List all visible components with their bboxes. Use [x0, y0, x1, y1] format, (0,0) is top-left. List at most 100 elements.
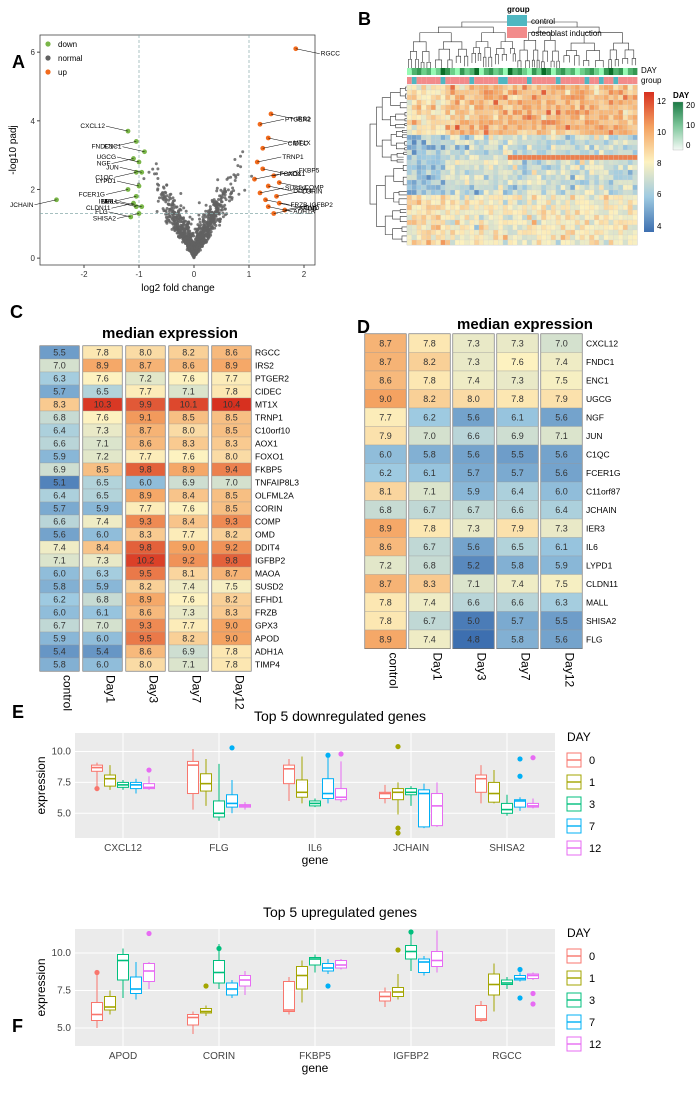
dendro-branch: [420, 61, 425, 70]
group-legend-title: group: [507, 5, 530, 14]
heatmap-cell: [454, 149, 460, 156]
heatmap-cell: [622, 164, 628, 171]
heatmap-cell: [454, 84, 460, 91]
heatmap-cell: [421, 199, 427, 206]
heatmap-cell: [430, 224, 436, 231]
heatmap-cell: [560, 234, 566, 241]
heatmap-cell: [445, 209, 451, 216]
heatmap-cell: [627, 94, 633, 101]
box: [143, 783, 155, 790]
heatmap-cell: [493, 239, 499, 246]
column-label: Day12: [233, 675, 247, 710]
heatmap-cell: [536, 99, 542, 106]
dendro-branch: [410, 51, 417, 60]
heat-value: 8.2: [182, 348, 195, 358]
heatmap-cell: [426, 84, 432, 91]
heatmap-cell: [474, 179, 480, 186]
heatmap-cell: [416, 204, 422, 211]
heatmap-cell: [598, 159, 604, 166]
heatmap-cell: [613, 154, 619, 161]
legend-label-down: down: [58, 40, 77, 49]
heatmap-cell: [541, 84, 547, 91]
row-label: CORIN: [255, 504, 282, 514]
heatmap-cell: [570, 169, 576, 176]
heatmap-cell: [522, 94, 528, 101]
normal-point: [189, 245, 193, 248]
heatmap-cell: [416, 229, 422, 236]
heatmap-cell: [435, 174, 441, 181]
heatmap-cell: [574, 159, 580, 166]
heatmap-cell: [589, 189, 595, 196]
row-label: RGCC: [255, 348, 280, 358]
row-label: FRZB: [255, 608, 278, 618]
label-leader: [262, 168, 287, 175]
heat-value: 8.9: [139, 595, 152, 605]
heatmap-cell: [483, 94, 489, 101]
legend-label: 1: [589, 973, 595, 985]
row-label: UGCG: [586, 394, 612, 404]
heatmap-cell: [421, 129, 427, 136]
heatmap-cell: [613, 109, 619, 116]
heatmap-cell: [464, 159, 470, 166]
heatmap-cell: [584, 119, 590, 126]
heatmap-cell: [469, 139, 475, 146]
heatmap-cell: [555, 94, 561, 101]
heatmap-cell: [584, 194, 590, 201]
heatmap-cell: [550, 144, 556, 151]
heatmap-cell: [445, 214, 451, 221]
heat-value: 7.6: [96, 374, 109, 384]
column-label: Day7: [190, 675, 204, 703]
volcano-label: FKBP5: [299, 168, 320, 175]
heatmap-cell: [531, 149, 537, 156]
heat-value: 7.4: [467, 375, 480, 385]
gene-label: SHISA2: [489, 843, 525, 854]
volcano-point-enc1: [142, 149, 147, 155]
gene-label: FKBP5: [299, 1051, 331, 1062]
heatmap-cell: [474, 174, 480, 181]
heatmap-cell: [440, 179, 446, 186]
heatmap-cell: [450, 164, 456, 171]
normal-point: [178, 207, 182, 211]
heatmap-cell: [613, 209, 619, 216]
heatmap-cell: [541, 204, 547, 211]
heatmap-cell: [454, 239, 460, 246]
heatmap-cell: [474, 234, 480, 241]
heat-value: 8.2: [182, 634, 195, 644]
legend-label: 12: [589, 1039, 601, 1051]
label-leader: [284, 204, 309, 211]
row-label: ENC1: [586, 375, 609, 385]
label-leader: [122, 146, 145, 152]
heatmap-cell: [450, 104, 456, 111]
heatmap-cell: [426, 139, 432, 146]
group-annot-cell: [579, 77, 585, 84]
heatmap-cell: [474, 189, 480, 196]
heatmap-cell: [546, 129, 552, 136]
heatmap-cell: [627, 89, 633, 96]
heatmap-cell: [483, 169, 489, 176]
heatmap-cell: [450, 94, 456, 101]
heatmap-cell: [618, 149, 624, 156]
box-f-title: Top 5 upregulated genes: [263, 904, 417, 920]
day-annot-cell: [445, 68, 451, 75]
heatmap-cell: [531, 94, 537, 101]
heatmap-cell: [440, 149, 446, 156]
heatmap-cell: [507, 179, 513, 186]
heatmap-cell: [493, 144, 499, 151]
heat-value: 7.4: [53, 543, 66, 553]
heat-value: 7.2: [96, 452, 109, 462]
group-annot-cell: [464, 77, 470, 84]
normal-point: [203, 224, 207, 228]
day-annot-cell: [603, 68, 609, 75]
heatmap-cell: [416, 234, 422, 241]
normal-point: [177, 234, 180, 238]
heatmap-cell: [608, 179, 614, 186]
normal-point: [216, 178, 220, 182]
heatmap-cell: [416, 114, 422, 121]
heat-value: 8.0: [225, 452, 238, 462]
heatmap-cell: [406, 199, 412, 206]
heatmap-cell: [560, 164, 566, 171]
row-label: CXCL12: [586, 338, 618, 348]
heatmap-cell: [632, 119, 638, 126]
heatmap-cell: [579, 139, 585, 146]
annot-label-group: group: [641, 76, 662, 85]
